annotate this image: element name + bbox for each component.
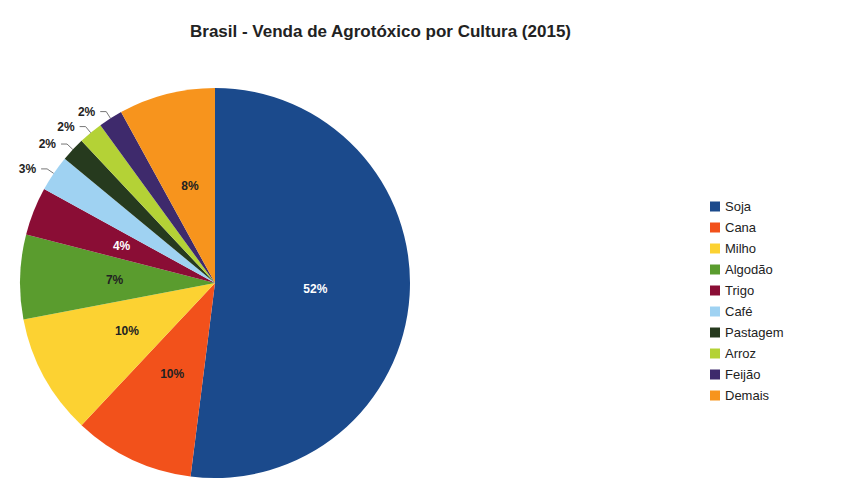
svg-text:8%: 8% xyxy=(181,179,199,193)
svg-text:2%: 2% xyxy=(78,105,96,119)
svg-text:Cana: Cana xyxy=(725,220,757,235)
svg-text:Soja: Soja xyxy=(725,199,752,214)
svg-text:Café: Café xyxy=(725,304,752,319)
svg-text:2%: 2% xyxy=(39,137,57,151)
svg-text:3%: 3% xyxy=(19,162,37,176)
svg-text:Arroz: Arroz xyxy=(725,346,756,361)
svg-text:10%: 10% xyxy=(160,367,184,381)
svg-text:7%: 7% xyxy=(106,273,124,287)
svg-text:Trigo: Trigo xyxy=(725,283,754,298)
svg-text:10%: 10% xyxy=(115,324,139,338)
svg-text:Milho: Milho xyxy=(725,241,756,256)
svg-text:Algodão: Algodão xyxy=(725,262,773,277)
svg-text:2%: 2% xyxy=(57,120,75,134)
svg-text:4%: 4% xyxy=(113,239,131,253)
svg-text:Brasil - Venda de Agrotóxico p: Brasil - Venda de Agrotóxico por Cultura… xyxy=(190,22,571,41)
svg-text:Demais: Demais xyxy=(725,388,770,403)
svg-text:Pastagem: Pastagem xyxy=(725,325,784,340)
svg-text:52%: 52% xyxy=(303,282,327,296)
svg-text:Feijão: Feijão xyxy=(725,367,760,382)
